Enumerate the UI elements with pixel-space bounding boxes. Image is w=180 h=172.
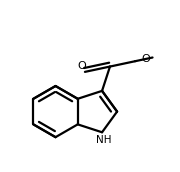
Text: O: O [141,54,150,64]
Text: O: O [78,61,86,71]
Text: NH: NH [96,135,112,145]
